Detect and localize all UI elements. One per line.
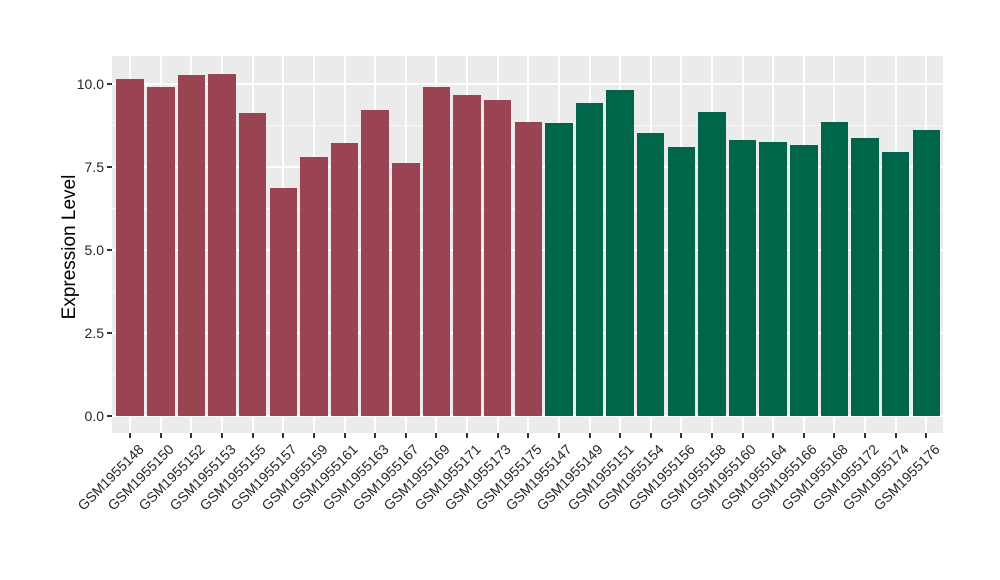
x-tick-mark (710, 433, 713, 438)
bar-GSM1955153 (208, 73, 236, 416)
x-tick-mark (282, 433, 285, 438)
bar-GSM1955156 (667, 146, 696, 416)
bar-GSM1955148 (116, 78, 144, 416)
y-tick-mark (107, 415, 112, 417)
bar-GSM1955167 (392, 163, 420, 416)
y-tick-mark (107, 82, 112, 85)
bar-GSM1955152 (177, 75, 206, 416)
x-tick-mark (741, 433, 744, 438)
bar-GSM1955150 (147, 86, 175, 416)
x-tick-mark (894, 433, 897, 438)
x-tick-mark (404, 433, 407, 438)
x-tick-mark (496, 433, 499, 438)
x-tick-mark (925, 433, 928, 438)
x-tick-mark (833, 433, 836, 438)
y-tick-label: 0.0 (84, 408, 104, 424)
x-tick-mark (802, 433, 805, 438)
x-tick-mark (159, 433, 162, 438)
plot-panel (112, 56, 943, 433)
bar-GSM1955172 (851, 138, 879, 416)
x-tick-mark (251, 433, 254, 438)
x-tick-mark (527, 433, 530, 438)
bar-GSM1955151 (606, 90, 634, 416)
bar-GSM1955171 (453, 95, 481, 416)
bar-GSM1955160 (728, 140, 757, 416)
x-tick-mark (772, 433, 775, 438)
x-tick-mark (374, 433, 377, 438)
bar-GSM1955169 (422, 86, 451, 416)
x-tick-mark (312, 433, 315, 438)
y-tick-label: 10.0 (76, 75, 104, 92)
y-axis-title: Expression Level (59, 174, 80, 320)
x-tick-mark (649, 433, 652, 438)
x-tick-mark (680, 433, 683, 438)
bar-GSM1955159 (300, 156, 328, 416)
x-tick-mark (129, 433, 132, 438)
bar-GSM1955157 (269, 188, 298, 416)
x-tick-mark (619, 433, 622, 438)
bar-GSM1955158 (698, 111, 726, 416)
x-tick-mark (557, 433, 560, 438)
bar-GSM1955154 (636, 133, 665, 416)
x-tick-mark (864, 433, 867, 438)
bar-GSM1955173 (483, 100, 512, 416)
y-tick-label: 2.5 (84, 324, 104, 341)
bar-GSM1955163 (361, 110, 389, 416)
bar-GSM1955147 (545, 123, 573, 416)
y-tick-mark (107, 165, 112, 168)
bar-GSM1955164 (759, 141, 787, 416)
y-tick-label: 7.5 (84, 158, 104, 175)
x-tick-mark (190, 433, 193, 438)
bar-GSM1955155 (238, 113, 267, 416)
bar-GSM1955168 (820, 121, 849, 416)
x-tick-mark (343, 433, 346, 438)
bar-GSM1955161 (330, 143, 359, 416)
bar-GSM1955176 (912, 130, 941, 416)
x-tick-mark (221, 433, 224, 438)
y-tick-mark (107, 331, 112, 334)
y-tick-mark (107, 248, 112, 251)
x-tick-mark (588, 433, 591, 438)
bar-GSM1955149 (575, 103, 604, 416)
bar-GSM1955175 (514, 121, 542, 416)
bar-GSM1955174 (881, 151, 910, 416)
x-tick-mark (466, 433, 469, 438)
y-tick-label: 5.0 (84, 241, 104, 258)
bar-GSM1955166 (790, 145, 818, 416)
x-tick-mark (435, 433, 438, 438)
